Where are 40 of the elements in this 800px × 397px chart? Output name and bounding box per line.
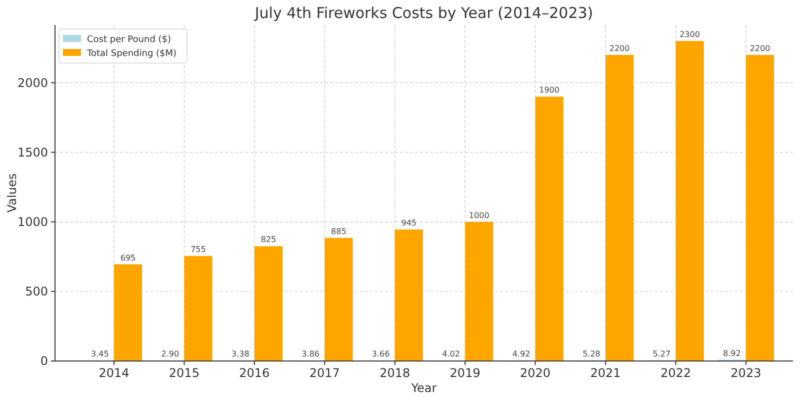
data-label: 755 [190,244,206,254]
data-label: 3.66 [372,349,390,358]
x-tick-label: 2017 [309,366,340,380]
data-label: 825 [260,235,276,244]
x-tick-label: 2021 [590,366,621,380]
x-tick-label: 2018 [380,366,410,380]
y-tick-label: 500 [25,284,48,299]
x-tick-label: 2015 [168,366,200,380]
y-tick-label: 1000 [17,215,48,230]
y-tick-label: 2000 [17,76,48,90]
data-label: 3.86 [302,349,320,358]
x-tick-label: 2019 [450,366,480,380]
data-label: 885 [331,226,346,236]
data-label: 1900 [539,86,560,95]
x-tick-label: 2014 [98,366,130,380]
data-label: 2200 [750,44,770,53]
data-label: 3.38 [231,350,250,359]
data-label: 2200 [609,44,630,53]
y-axis-title: Values [5,173,19,213]
data-label: 3.45 [91,350,109,359]
y-tick-label: 0 [40,354,48,368]
data-label: 1000 [468,210,490,220]
data-label: 4.02 [442,349,460,358]
x-tick-label: 2022 [660,366,692,380]
x-tick-label: 2016 [239,366,270,380]
data-label: 695 [120,253,136,262]
data-label: 4.92 [512,349,530,358]
y-tick-label: 1500 [17,146,48,160]
x-tick-label: 2023 [730,366,762,380]
x-axis-title: Year [410,381,437,395]
data-label: 8.92 [723,348,741,358]
x-tick-label: 2020 [520,366,551,380]
data-label: 945 [401,218,417,228]
legend-label: Total Spending ($M) [86,49,177,60]
chart-title: July 4th Fireworks Costs by Year (2014–2023) [254,4,594,22]
data-label: 2.90 [161,350,180,359]
data-label: 5.28 [582,349,600,358]
data-label: 5.27 [652,349,671,358]
data-label: 2300 [680,30,700,39]
legend-label: Cost per Pound ($) [87,35,172,46]
